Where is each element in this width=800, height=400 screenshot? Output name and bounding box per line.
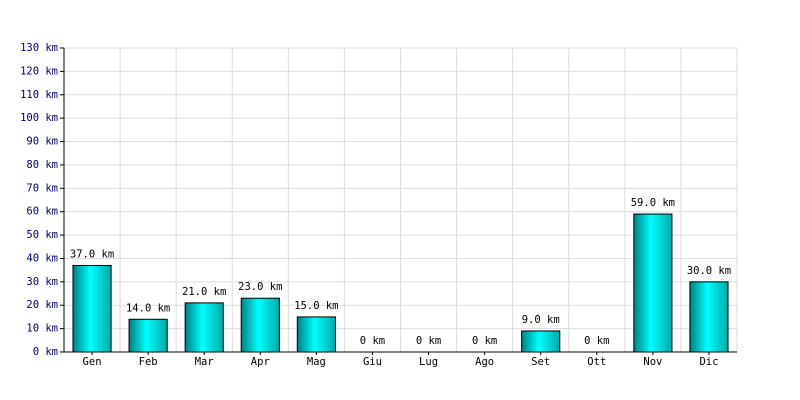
x-tick-label: Set	[531, 356, 550, 368]
bar	[296, 316, 336, 353]
value-label: 0 km	[416, 335, 441, 347]
value-label: 0 km	[584, 335, 609, 347]
value-label: 0 km	[360, 335, 385, 347]
x-tick-label: Gen	[83, 356, 102, 368]
x-tick-label: Apr	[251, 356, 270, 368]
y-tick-label: 0 km	[33, 346, 58, 358]
y-tick-label: 90 km	[26, 136, 58, 148]
y-tick-label: 50 km	[26, 229, 58, 241]
y-tick-label: 40 km	[26, 252, 58, 264]
y-tick-label: 100 km	[20, 112, 58, 124]
value-label: 0 km	[472, 335, 497, 347]
y-tick-label: 70 km	[26, 182, 58, 194]
x-tick-label: Nov	[643, 356, 662, 368]
x-tick-label: Mag	[307, 356, 326, 368]
value-label: 30.0 km	[687, 265, 731, 277]
value-label: 59.0 km	[631, 197, 675, 209]
y-tick-label: 20 km	[26, 299, 58, 311]
bar	[128, 318, 168, 353]
value-label: 14.0 km	[126, 302, 170, 314]
bar	[521, 330, 561, 353]
y-tick-label: 10 km	[26, 323, 58, 335]
value-label: 21.0 km	[182, 286, 226, 298]
y-tick-label: 120 km	[20, 65, 58, 77]
bar	[633, 213, 673, 353]
bar	[72, 264, 112, 353]
bar	[184, 302, 224, 353]
value-label: 15.0 km	[294, 300, 338, 312]
y-tick-label: 130 km	[20, 42, 58, 54]
bars	[72, 213, 729, 353]
bar	[240, 297, 280, 353]
value-label: 37.0 km	[70, 248, 114, 260]
y-tick-label: 30 km	[26, 276, 58, 288]
x-tick-label: Lug	[419, 356, 438, 368]
grid	[60, 47, 738, 355]
bar	[689, 281, 729, 353]
x-tick-label: Dic	[699, 356, 718, 368]
value-label: 23.0 km	[238, 281, 282, 293]
x-tick-label: Ago	[475, 356, 494, 368]
y-tick-label: 60 km	[26, 206, 58, 218]
y-tick-label: 110 km	[20, 89, 58, 101]
x-tick-label: Feb	[139, 356, 158, 368]
y-tick-label: 80 km	[26, 159, 58, 171]
x-tick-label: Giu	[363, 356, 382, 368]
x-tick-label: Mar	[195, 356, 214, 368]
value-label: 9.0 km	[522, 314, 560, 326]
x-tick-label: Ott	[587, 356, 606, 368]
